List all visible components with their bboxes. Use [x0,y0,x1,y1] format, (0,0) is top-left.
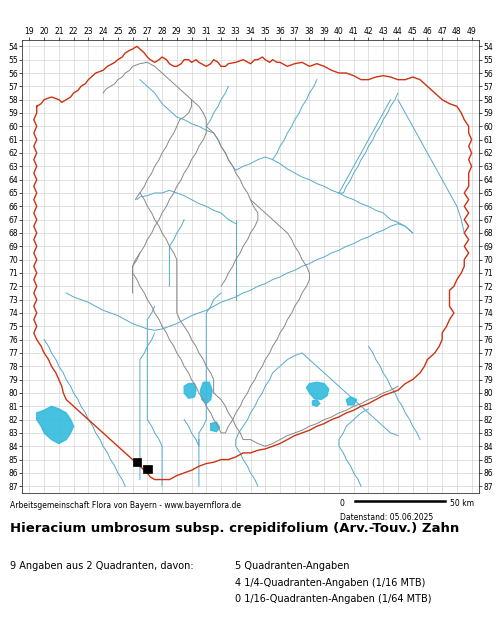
Polygon shape [306,383,328,399]
Text: 5 Quadranten-Angaben: 5 Quadranten-Angaben [235,561,350,571]
Text: 0: 0 [340,499,345,508]
Polygon shape [36,406,74,443]
Polygon shape [200,383,212,404]
Text: Datenstand: 05.06.2025: Datenstand: 05.06.2025 [340,513,433,522]
Bar [143,465,152,473]
Polygon shape [210,422,220,432]
Text: 0 1/16-Quadranten-Angaben (1/64 MTB): 0 1/16-Quadranten-Angaben (1/64 MTB) [235,594,432,604]
Text: Hieracium umbrosum subsp. crepidifolium (Arv.-Touv.) Zahn: Hieracium umbrosum subsp. crepidifolium … [10,522,459,535]
Text: 9 Angaben aus 2 Quadranten, davon:: 9 Angaben aus 2 Quadranten, davon: [10,561,194,571]
Text: 50 km: 50 km [450,499,474,508]
Text: 4 1/4-Quadranten-Angaben (1/16 MTB): 4 1/4-Quadranten-Angaben (1/16 MTB) [235,578,426,588]
Text: Arbeitsgemeinschaft Flora von Bayern - www.bayernflora.de: Arbeitsgemeinschaft Flora von Bayern - w… [10,501,241,510]
Polygon shape [184,384,196,398]
Polygon shape [346,397,356,405]
Bar [132,458,141,466]
Polygon shape [312,399,320,406]
